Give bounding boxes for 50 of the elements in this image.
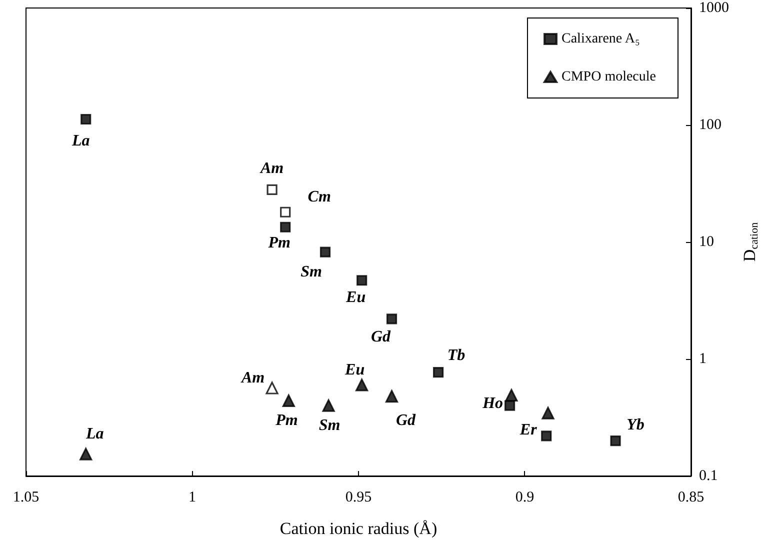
annotation: Gd — [396, 412, 417, 429]
point — [433, 366, 444, 378]
y-tick-label: 1000 — [699, 0, 729, 16]
y-tick-label: 1 — [699, 351, 706, 367]
point — [386, 314, 398, 324]
legend-label: Calixarene A₅ — [562, 32, 640, 46]
x-tick-label: 0.95 — [345, 490, 372, 506]
point — [266, 184, 278, 195]
annotation: Pm — [274, 412, 298, 430]
y-tick-label: 0.1 — [699, 468, 718, 484]
x-tick-label: 0.85 — [678, 490, 704, 506]
legend-label: CMPO molecule — [562, 70, 656, 84]
point — [80, 448, 92, 460]
point — [266, 382, 278, 394]
point — [542, 406, 554, 420]
y-tick-label: 100 — [699, 117, 722, 133]
annotation: Sm — [318, 417, 340, 434]
point — [505, 388, 518, 402]
annotation: Er — [518, 421, 538, 438]
annotation: Gd — [370, 328, 392, 346]
point — [356, 378, 368, 392]
annotation: Yb — [626, 416, 644, 434]
y-tick-label: 10 — [699, 234, 714, 250]
annotation: Sm — [300, 264, 322, 281]
point — [322, 399, 335, 412]
point — [280, 222, 291, 232]
annotation: La — [84, 426, 104, 443]
point — [610, 435, 621, 446]
annotation: Eu — [344, 361, 365, 378]
annotation: Tb — [447, 346, 466, 364]
point — [356, 275, 368, 286]
x-axis-title: Cation ionic radius (Å) — [280, 519, 438, 538]
point — [541, 430, 552, 442]
x-tick-label: 0.9 — [515, 490, 534, 506]
x-tick-label: 1.05 — [12, 490, 40, 506]
y-axis-title: Dcation — [740, 222, 760, 262]
annotation: La — [70, 132, 90, 150]
annotation: Eu — [345, 288, 366, 306]
point — [504, 400, 516, 411]
annotation: Pm — [267, 234, 290, 252]
point — [320, 246, 331, 258]
point — [80, 114, 92, 125]
point — [282, 394, 295, 408]
point — [280, 206, 291, 218]
annotation: Am — [240, 370, 265, 387]
annotation: Am — [259, 160, 284, 178]
x-tick-label: 1 — [188, 490, 196, 506]
point — [385, 390, 398, 403]
annotation: Cm — [308, 188, 331, 206]
annotation: Ho — [482, 395, 504, 412]
